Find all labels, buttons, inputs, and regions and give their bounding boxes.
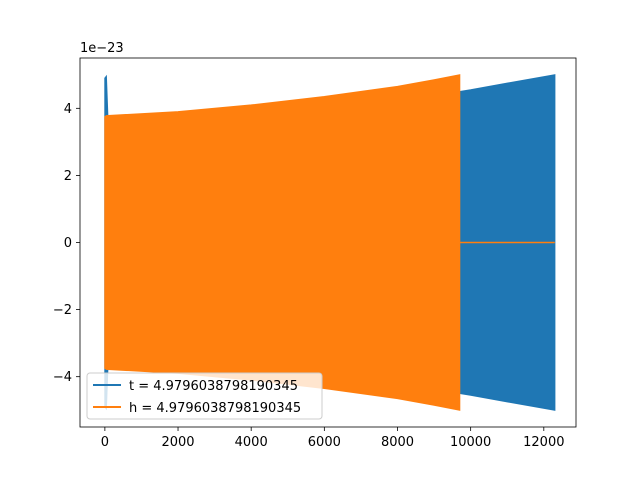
y-offset-label: 1e−23 [80, 41, 124, 56]
y-tick-label-1: −2 [53, 303, 72, 318]
x-tick-label-0: 0 [101, 435, 109, 450]
legend-label-0: t = 4.9796038798190345 [129, 379, 298, 394]
y-tick-label-4: 4 [64, 102, 72, 117]
x-tick-label-1: 2000 [161, 435, 194, 450]
x-tick-label-2: 4000 [235, 435, 268, 450]
plot-area [104, 74, 556, 411]
x-tick-label-4: 8000 [381, 435, 414, 450]
x-tick-label-5: 10000 [450, 435, 491, 450]
y-tick-label-2: 0 [64, 236, 72, 251]
x-tick-label-3: 6000 [308, 435, 341, 450]
series-1-band [104, 74, 461, 411]
y-tick-label-0: −4 [53, 370, 72, 385]
x-tick-label-6: 12000 [523, 435, 564, 450]
axes: 0 2000 4000 6000 8000 10000 12000 −4 −2 0 2 4 [53, 57, 577, 450]
legend-label-1: h = 4.9796038798190345 [129, 401, 301, 416]
legend: t = 4.9796038798190345 h = 4.979603879819… [86, 372, 323, 420]
legend-box [86, 372, 323, 420]
y-tick-label-3: 2 [64, 169, 72, 184]
